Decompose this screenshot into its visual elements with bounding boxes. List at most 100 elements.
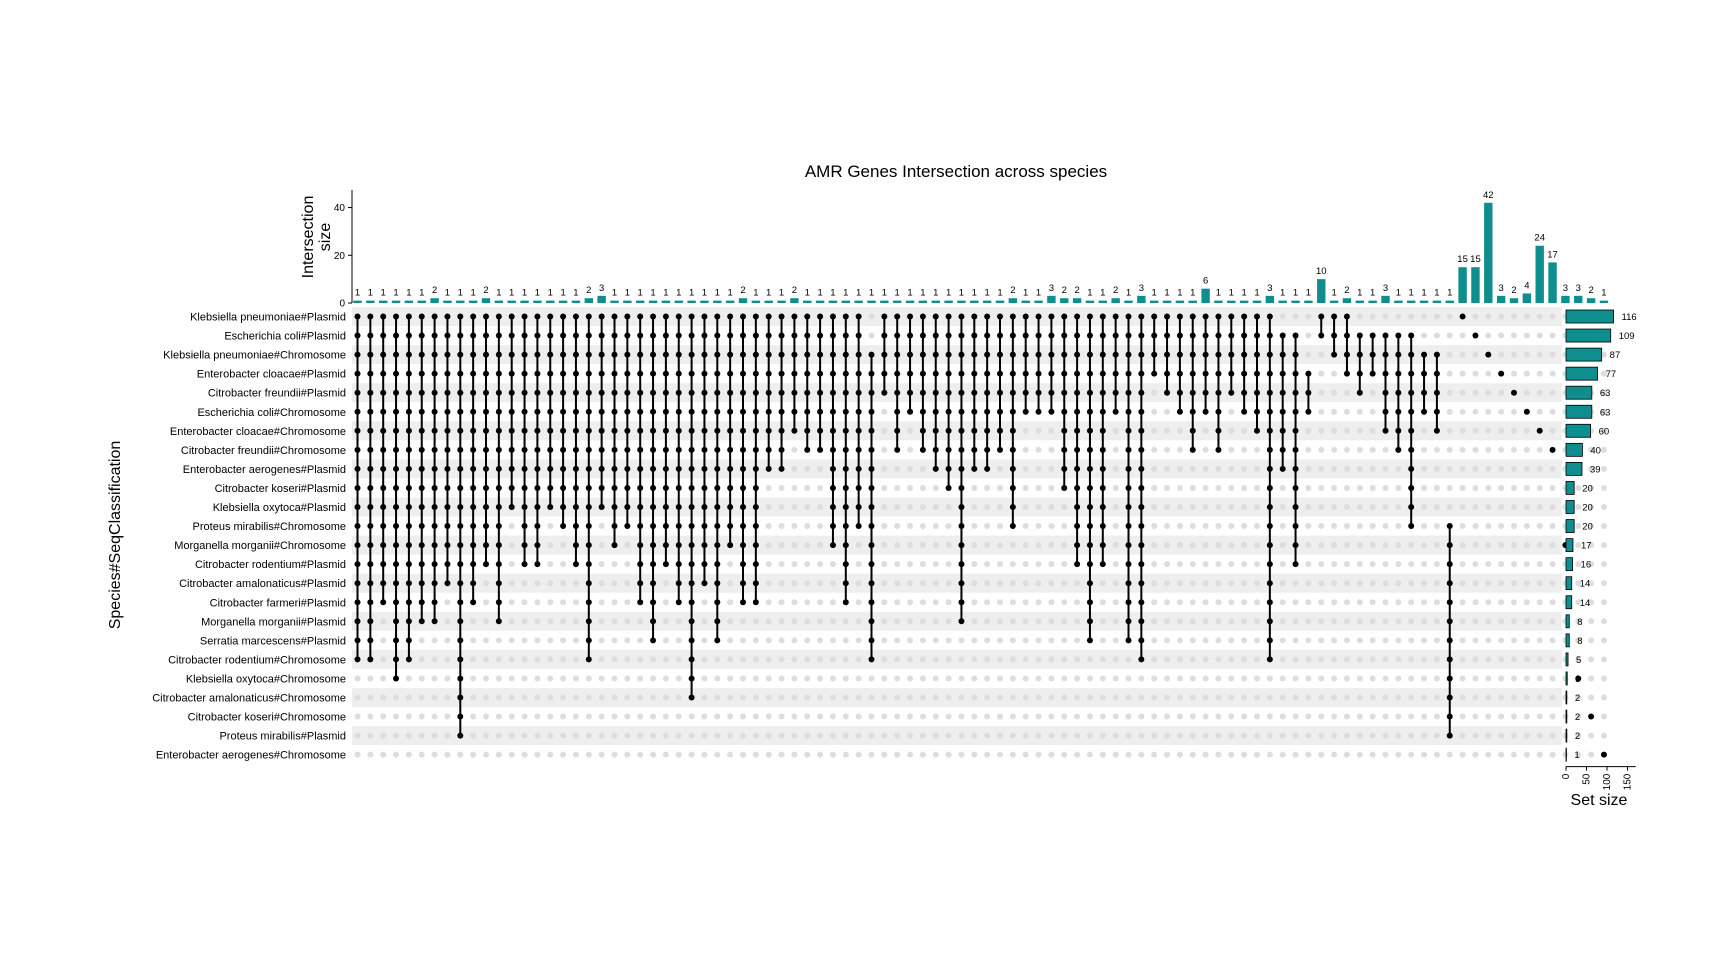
matrix-dot-inactive [1549, 542, 1556, 549]
matrix-dot-inactive [842, 675, 849, 682]
matrix-dot-active [1138, 313, 1145, 320]
matrix-dot-inactive [1254, 713, 1260, 720]
matrix-dot-active [842, 446, 849, 453]
matrix-dot-inactive [1523, 751, 1530, 758]
matrix-dot-inactive [1318, 599, 1325, 606]
matrix-dot-inactive [804, 599, 811, 606]
matrix-dot-active [560, 504, 567, 510]
matrix-dot-inactive [1523, 504, 1530, 510]
matrix-dot-inactive [650, 675, 657, 682]
matrix-dot-inactive [560, 637, 567, 644]
intersection-bar [1162, 300, 1172, 303]
intersection-bar [417, 300, 426, 303]
matrix-dot-active [1061, 351, 1068, 358]
matrix-dot-inactive [611, 732, 618, 739]
matrix-dot-active [495, 446, 502, 453]
matrix-dot-inactive [1395, 732, 1402, 739]
matrix-dot-active [688, 332, 695, 339]
matrix-dot-inactive [1279, 618, 1286, 625]
matrix-dot-active [752, 313, 759, 320]
matrix-dot-inactive [1331, 542, 1338, 549]
matrix-dot-active [650, 446, 657, 453]
intersection-bar-label: 4 [1524, 280, 1529, 291]
matrix-dot-active [1151, 351, 1158, 358]
chart-title: AMR Genes Intersection across species [805, 162, 1107, 181]
matrix-dot-active [1305, 389, 1312, 396]
matrix-dot-active [598, 484, 605, 491]
matrix-dot-inactive [1022, 694, 1029, 701]
matrix-dot-inactive [1086, 732, 1093, 739]
matrix-dot-inactive [650, 713, 657, 720]
matrix-dot-inactive [1048, 465, 1055, 472]
matrix-dot-inactive [997, 504, 1003, 510]
intersection-bar-label: 1 [1190, 288, 1195, 299]
matrix-dot-inactive [945, 599, 952, 606]
matrix-dot-inactive [662, 637, 669, 644]
matrix-dot-active [675, 370, 682, 377]
matrix-dot-inactive [984, 504, 991, 510]
matrix-dot-inactive [1433, 618, 1440, 625]
matrix-dot-inactive [1421, 618, 1428, 625]
matrix-dot-active [457, 637, 464, 644]
matrix-dot-inactive [1395, 313, 1402, 320]
matrix-dot-inactive [1408, 580, 1415, 587]
matrix-dot-active [868, 656, 875, 663]
matrix-dot-inactive [1588, 504, 1595, 510]
matrix-dot-active [945, 332, 952, 339]
matrix-dot-inactive [894, 561, 901, 568]
matrix-dot-inactive [1215, 542, 1222, 549]
matrix-dot-inactive [1498, 504, 1505, 510]
matrix-dot-active [945, 351, 952, 358]
matrix-dot-active [752, 389, 759, 396]
matrix-dot-active [997, 446, 1003, 453]
set-name-label: Citrobacter rodentium#Chromosome [168, 654, 346, 666]
matrix-dot-active [868, 637, 875, 644]
matrix-dot-inactive [829, 675, 836, 682]
matrix-dot-active [765, 313, 772, 320]
matrix-dot-inactive [1112, 580, 1119, 587]
matrix-dot-inactive [1523, 713, 1530, 720]
matrix-dot-active [1241, 313, 1248, 320]
matrix-dot-active [380, 504, 387, 510]
matrix-dot-active [919, 332, 926, 339]
matrix-dot-inactive [1241, 675, 1248, 682]
matrix-dot-inactive [1189, 751, 1196, 758]
matrix-dot-active [572, 313, 579, 320]
matrix-dot-active [1472, 332, 1479, 339]
matrix-dot-inactive [1074, 675, 1081, 682]
intersection-bar-label: 2 [1113, 285, 1118, 296]
matrix-dot-active [1241, 389, 1248, 396]
matrix-dot-inactive [1061, 675, 1068, 682]
matrix-dot-active [740, 523, 746, 530]
matrix-dot-active [405, 580, 412, 587]
matrix-dot-inactive [1523, 427, 1530, 434]
matrix-dot-inactive [598, 694, 605, 701]
matrix-dot-active [367, 656, 374, 663]
matrix-dot-inactive [470, 637, 477, 644]
matrix-dot-inactive [945, 580, 952, 587]
matrix-dot-active [1446, 580, 1453, 587]
matrix-dot-inactive [932, 637, 939, 644]
matrix-dot-active [534, 427, 541, 434]
matrix-dot-inactive [1511, 504, 1517, 510]
matrix-dot-inactive [1600, 618, 1607, 625]
matrix-dot-inactive [508, 713, 515, 720]
matrix-dot-inactive [1600, 732, 1607, 739]
set-axis-tick-label: 0 [1561, 773, 1572, 779]
matrix-dot-active [1189, 332, 1196, 339]
matrix-dot-inactive [1511, 751, 1517, 758]
matrix-dot-active [894, 351, 901, 358]
matrix-dot-inactive [650, 732, 657, 739]
set-size-bar [1565, 404, 1593, 419]
matrix-dot-active [675, 561, 682, 568]
matrix-dot-active [727, 370, 734, 377]
matrix-dot-inactive [1523, 675, 1530, 682]
matrix-dot-active [804, 446, 811, 453]
matrix-dot-inactive [1202, 446, 1209, 453]
matrix-dot-inactive [881, 561, 888, 568]
matrix-dot-inactive [881, 504, 888, 510]
matrix-dot-active [1446, 637, 1453, 644]
matrix-dot-inactive [1061, 713, 1068, 720]
matrix-dot-inactive [1511, 465, 1517, 472]
matrix-dot-inactive [804, 523, 811, 530]
